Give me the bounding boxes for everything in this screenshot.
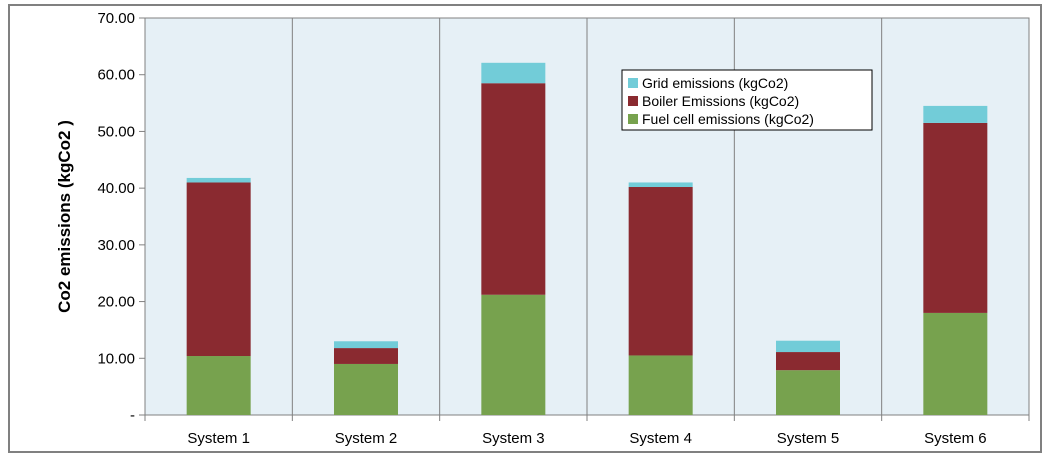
bar-segment-fuel xyxy=(334,363,398,415)
legend-entry-label: Grid emissions (kgCo2) xyxy=(642,75,788,91)
y-tick-label: 40.00 xyxy=(97,180,135,197)
bar-segment-boiler xyxy=(334,348,398,364)
bar-segment-boiler xyxy=(481,83,546,295)
legend-swatch xyxy=(628,114,638,124)
bar-segment-grid xyxy=(186,177,251,183)
bar-segment-grid xyxy=(628,182,693,188)
x-tick-label: System 3 xyxy=(482,430,545,447)
legend-box xyxy=(621,69,873,131)
legend-swatch xyxy=(628,78,638,88)
y-tick-label: 20.00 xyxy=(97,294,135,311)
x-tick-label: System 4 xyxy=(629,430,692,447)
y-tick-label: 70.00 xyxy=(97,10,135,27)
y-tick-label: - xyxy=(130,407,135,424)
bar-segment-boiler xyxy=(186,182,251,357)
y-tick-label: 60.00 xyxy=(97,67,135,84)
bar-segment-boiler xyxy=(776,352,840,371)
x-tick-label: System 6 xyxy=(924,430,987,447)
y-tick-label: 50.00 xyxy=(97,123,135,140)
bar-segment-fuel xyxy=(923,312,988,415)
x-tick-label: System 1 xyxy=(187,430,250,447)
x-tick-label: System 5 xyxy=(777,430,840,447)
y-tick-label: 10.00 xyxy=(97,350,135,367)
bar-segment-grid xyxy=(334,341,398,349)
x-tick-label: System 2 xyxy=(335,430,398,447)
y-tick-label: 30.00 xyxy=(97,237,135,254)
bar-segment-boiler xyxy=(628,187,693,356)
bar-segment-grid xyxy=(923,105,988,123)
bar-segment-fuel xyxy=(481,294,546,415)
bar-segment-grid xyxy=(776,340,840,353)
y-axis-title: Co2 emissions (kgCo2 ) xyxy=(55,120,74,313)
legend-swatch xyxy=(628,96,638,106)
legend-entry-label: Boiler Emissions (kgCo2) xyxy=(642,93,799,109)
bar-segment-fuel xyxy=(186,356,251,415)
bar-segment-grid xyxy=(481,62,546,84)
bar-segment-fuel xyxy=(776,370,840,415)
bar-segment-boiler xyxy=(923,122,988,313)
legend-entry-label: Fuel cell emissions (kgCo2) xyxy=(642,111,814,127)
bar-segment-fuel xyxy=(628,355,693,415)
